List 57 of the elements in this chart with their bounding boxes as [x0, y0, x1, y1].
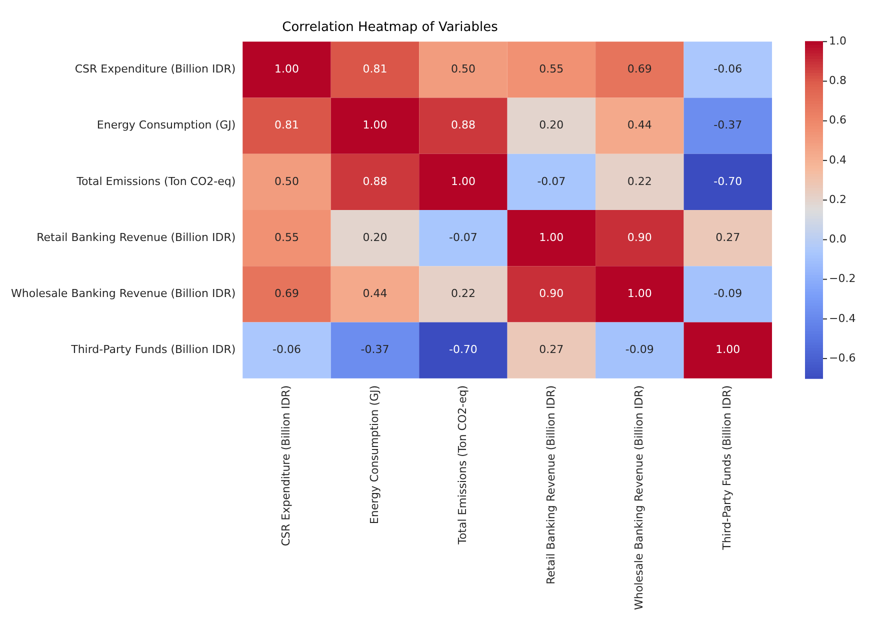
color-bar-label: 0.8	[829, 74, 846, 88]
data-label: 0.55	[539, 62, 564, 76]
y-tick-label: Third-Party Funds (Billion IDR)	[70, 343, 236, 356]
data-label: 1.00	[627, 287, 652, 300]
y-tick-label: Energy Consumption (GJ)	[96, 118, 236, 132]
data-label: 0.22	[627, 174, 652, 188]
data-label: -0.37	[714, 118, 742, 132]
data-label: -0.09	[714, 287, 742, 300]
chart-title: Correlation Heatmap of Variables	[282, 20, 498, 36]
data-label: 0.44	[362, 287, 388, 300]
x-tick-label: Third-Party Funds (Billion IDR)	[720, 385, 734, 551]
color-bar-label: −0.4	[829, 312, 856, 325]
data-label: 0.88	[362, 174, 388, 188]
color-bar-label: 0.6	[829, 114, 846, 127]
x-tick-label: Energy Consumption (GJ)	[368, 385, 381, 524]
data-label: 1.00	[362, 118, 388, 132]
y-tick-label: Total Emissions (Ton CO2-eq)	[76, 174, 236, 188]
data-label: 1.00	[450, 174, 476, 188]
data-label: -0.09	[625, 343, 654, 356]
data-label: 0.69	[627, 62, 652, 76]
data-label: 0.27	[539, 343, 564, 356]
data-label: 0.81	[274, 118, 300, 132]
data-label: -0.07	[448, 230, 478, 244]
data-label: 0.44	[627, 118, 652, 132]
data-label: 0.90	[627, 230, 652, 244]
data-label: -0.06	[714, 62, 742, 76]
x-tick-label: Retail Banking Revenue (Billion IDR)	[544, 385, 558, 584]
data-label: 0.50	[274, 174, 300, 188]
x-tick-label: Total Emissions (Ton CO2-eq)	[456, 385, 470, 546]
x-tick-label: Wholesale Banking Revenue (Billion IDR)	[632, 385, 646, 610]
data-label: 0.81	[362, 62, 388, 76]
color-bar-label: 0.0	[829, 232, 846, 246]
data-label: -0.70	[448, 343, 478, 356]
data-label: -0.37	[360, 343, 390, 356]
data-label: 1.00	[274, 62, 300, 76]
data-label: 0.22	[450, 287, 476, 300]
y-tick-label: Wholesale Banking Revenue (Billion IDR)	[11, 287, 236, 300]
color-bar-label: −0.6	[829, 351, 856, 364]
data-label: 1.00	[539, 230, 564, 244]
data-label: 0.69	[274, 287, 300, 300]
data-label: 0.20	[362, 230, 388, 244]
data-label: 0.88	[450, 118, 476, 132]
data-label: -0.70	[714, 174, 742, 188]
y-tick-label: Retail Banking Revenue (Billion IDR)	[36, 230, 236, 244]
data-label: 0.27	[716, 230, 740, 244]
data-label: 0.90	[539, 287, 564, 300]
data-label: 0.55	[274, 230, 300, 244]
color-bar-label: −0.2	[829, 272, 856, 286]
y-tick-label: CSR Expenditure (Billion IDR)	[74, 62, 236, 76]
data-label: -0.07	[537, 174, 566, 188]
color-bar-label: 1.0	[829, 34, 846, 48]
color-bar-label: 0.4	[829, 153, 846, 166]
data-label: 1.00	[716, 343, 740, 356]
color-bar-label: 0.2	[829, 192, 846, 206]
data-label: 0.50	[450, 62, 476, 76]
data-label: 0.20	[539, 118, 564, 132]
data-label: -0.06	[272, 343, 301, 356]
